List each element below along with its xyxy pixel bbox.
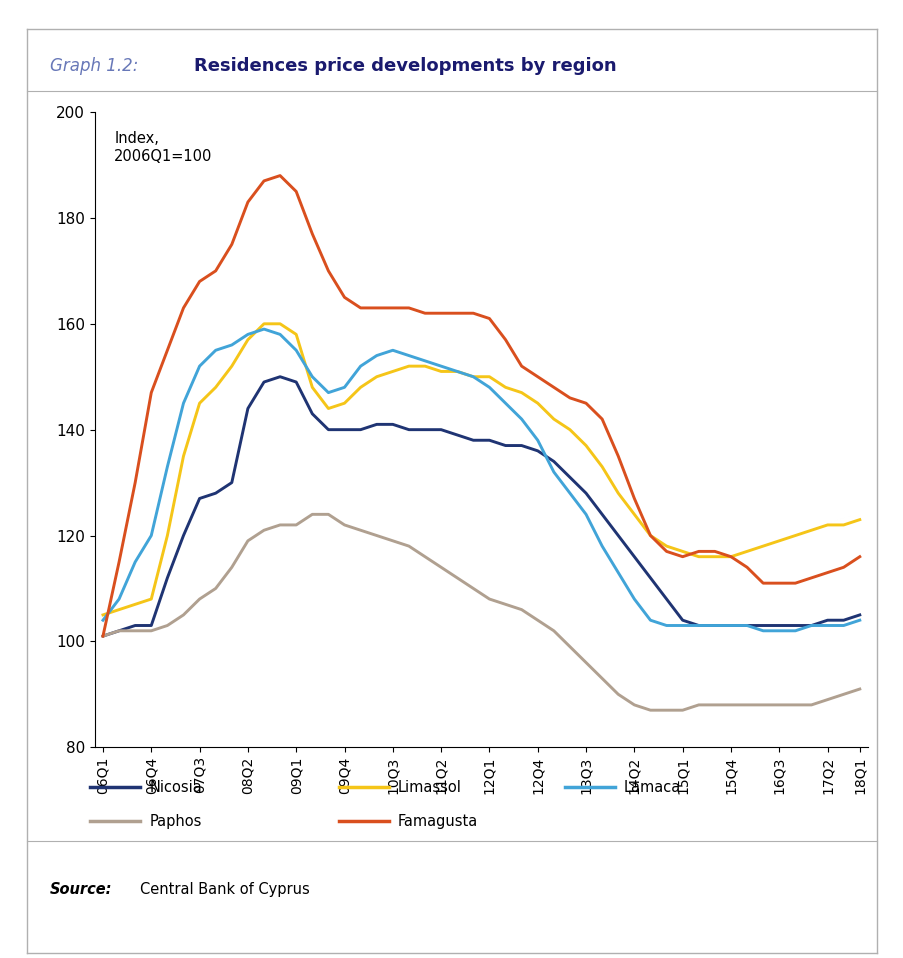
Text: Residences price developments by region: Residences price developments by region: [194, 57, 617, 76]
Text: Limassol: Limassol: [397, 780, 461, 795]
Text: Central Bank of Cyprus: Central Bank of Cyprus: [140, 881, 310, 897]
Text: Famagusta: Famagusta: [397, 813, 478, 829]
Text: Paphos: Paphos: [149, 813, 201, 829]
Text: Lamaca: Lamaca: [623, 780, 680, 795]
Text: Source:: Source:: [50, 881, 112, 897]
Text: Index,
2006Q1=100: Index, 2006Q1=100: [114, 131, 212, 164]
Text: Graph 1.2:: Graph 1.2:: [50, 57, 138, 76]
Text: Nicosia: Nicosia: [149, 780, 201, 795]
